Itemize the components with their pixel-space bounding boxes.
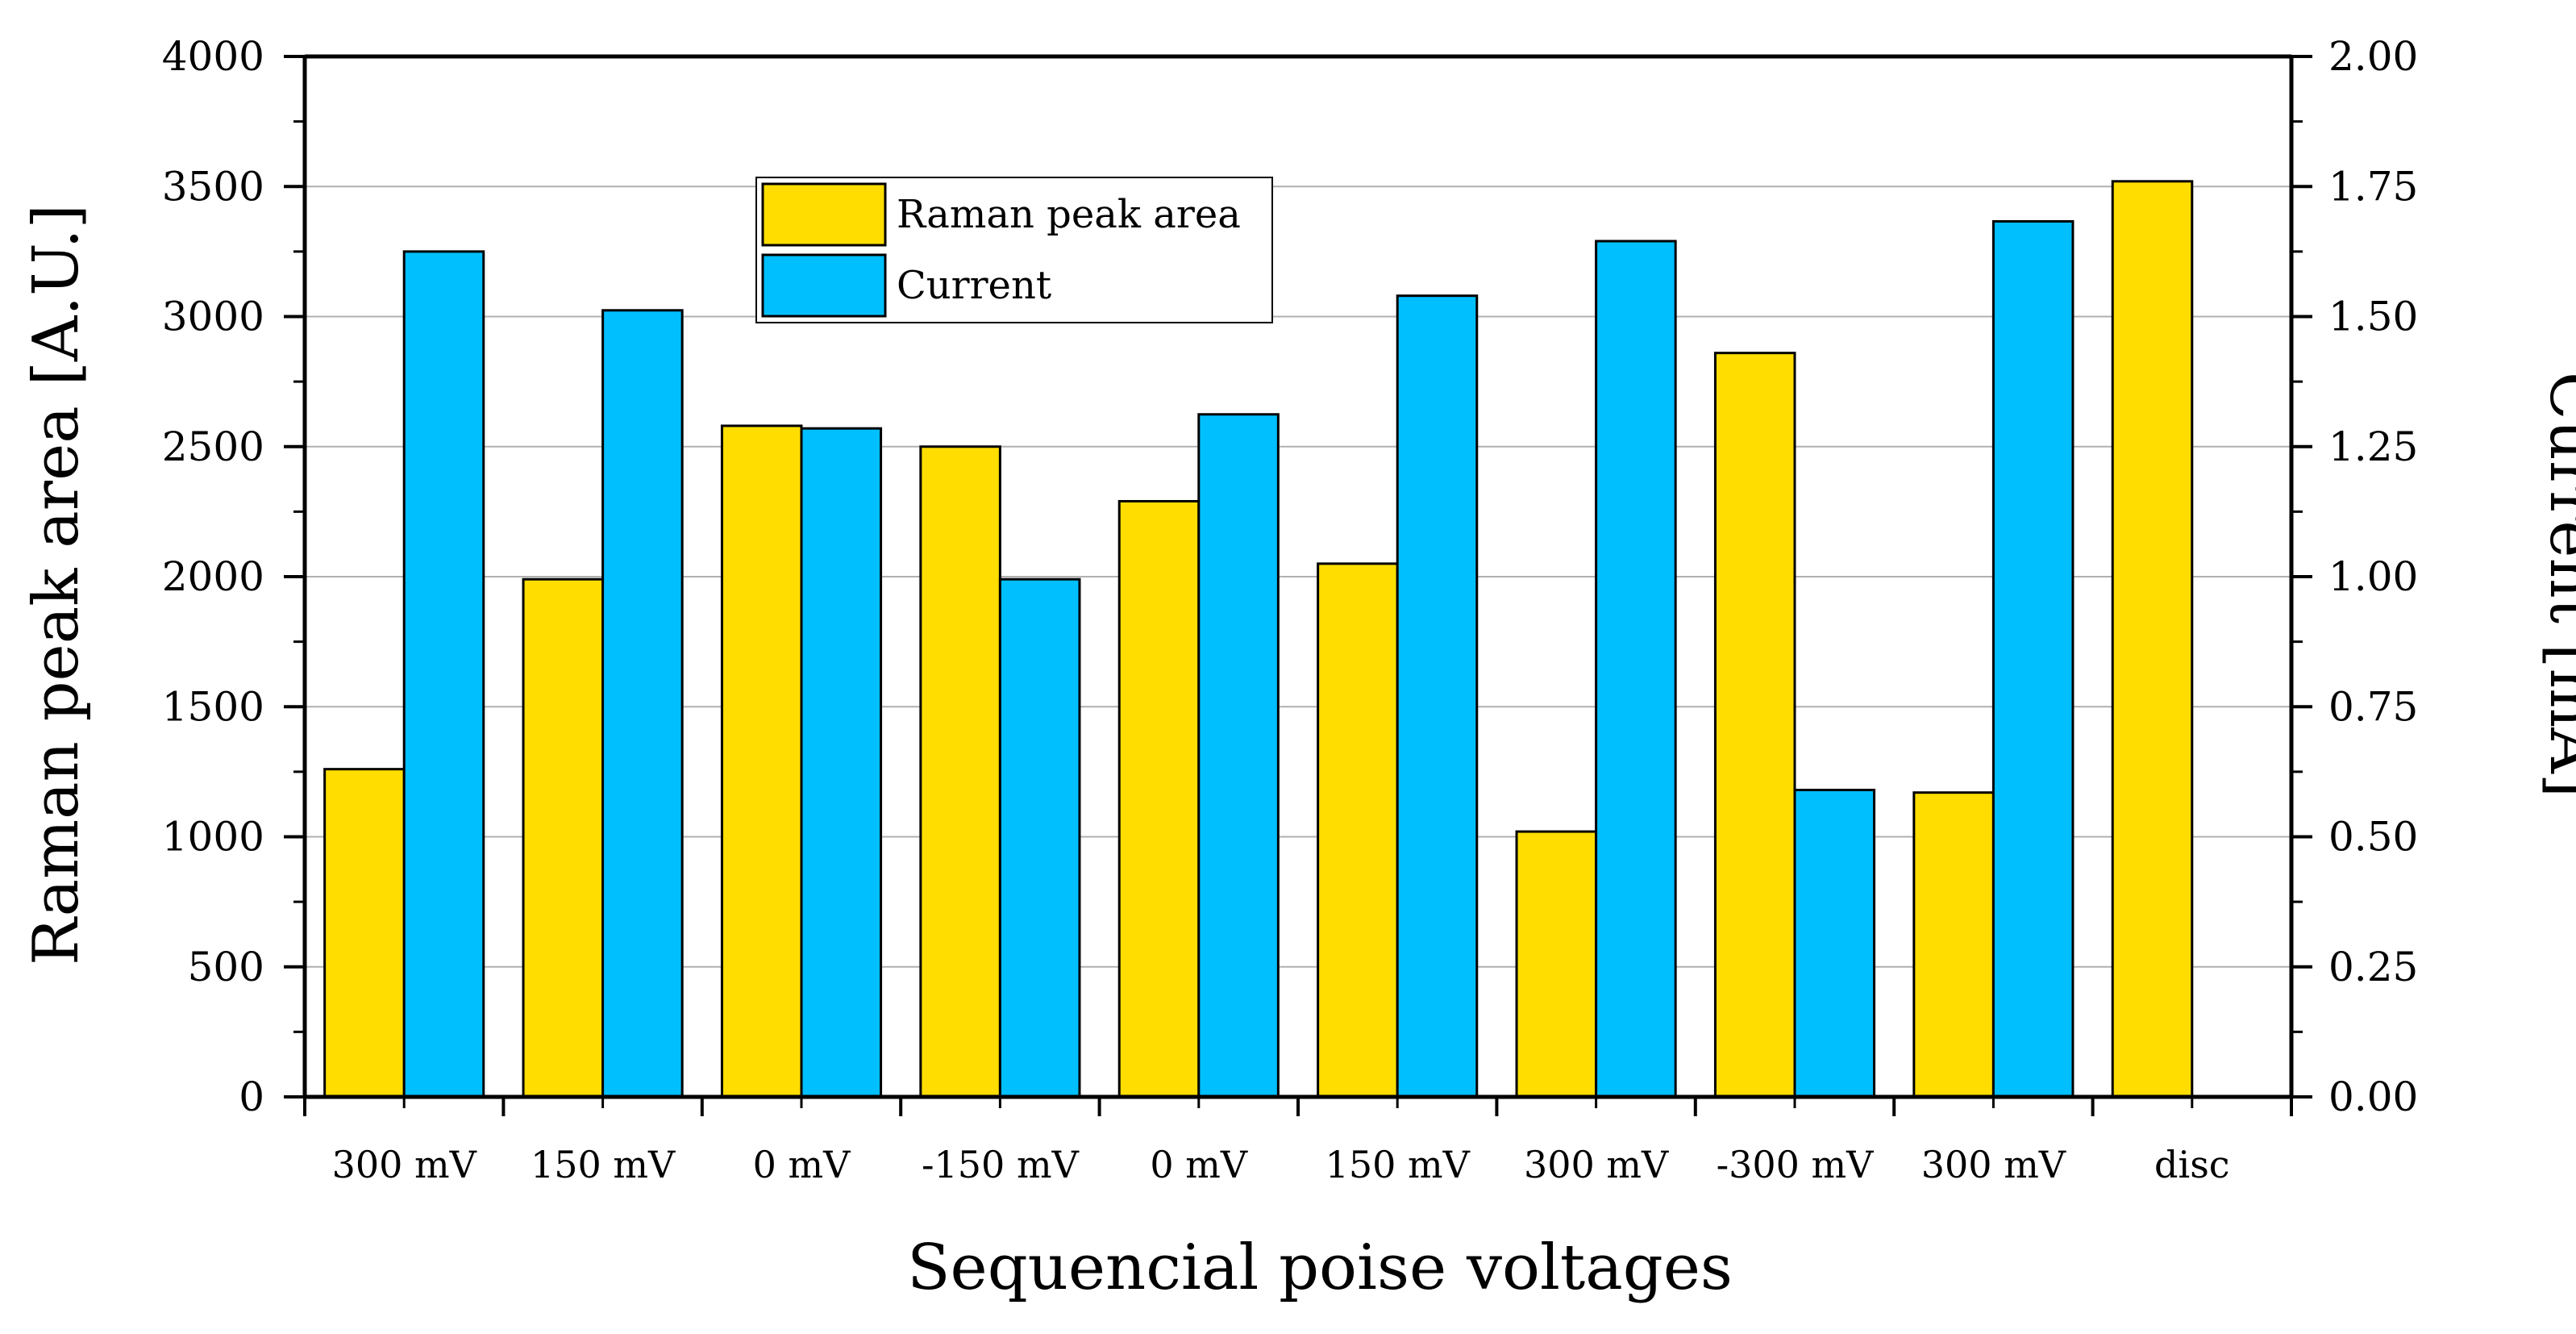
y2-tick-label: 0.00 bbox=[2328, 1073, 2418, 1120]
y2-tick-label: 0.75 bbox=[2328, 683, 2418, 730]
bar-raman bbox=[1317, 562, 1399, 1098]
y2-tick-label: 0.25 bbox=[2328, 944, 2418, 990]
x-tick-label: -150 mV bbox=[922, 1143, 1080, 1186]
y-axis-title: Raman peak area [A.U.] bbox=[20, 204, 93, 965]
x-tick-label: 150 mV bbox=[1325, 1143, 1471, 1186]
axes bbox=[284, 54, 2312, 1116]
y2-tick-label: 2.00 bbox=[2328, 33, 2418, 80]
tick-labels: 0 0.00 500 0.25 1000 0.50 1500 0.75 2000 1.00 2500… bbox=[162, 33, 2419, 1186]
legend-swatch-current bbox=[761, 253, 887, 318]
x-tick-label: 300 mV bbox=[332, 1143, 477, 1186]
bar-raman bbox=[1515, 830, 1598, 1098]
y-tick-label: 3000 bbox=[162, 294, 264, 340]
bar-current bbox=[1793, 788, 1876, 1098]
bar-current bbox=[1595, 240, 1677, 1098]
y2-tick-label: 1.75 bbox=[2328, 163, 2418, 210]
bar-current bbox=[1197, 413, 1280, 1098]
bars bbox=[323, 180, 2194, 1098]
bar-raman bbox=[1117, 499, 1201, 1098]
legend-label-raman: Raman peak area bbox=[897, 192, 1241, 237]
bar-raman bbox=[1912, 791, 1995, 1098]
bar-raman bbox=[522, 577, 605, 1098]
y-tick-label: 2000 bbox=[162, 553, 264, 600]
bar-current bbox=[998, 577, 1081, 1098]
y-tick-label: 500 bbox=[188, 944, 264, 990]
legend-label-current: Current bbox=[897, 263, 1051, 308]
bar-current bbox=[601, 309, 684, 1098]
x-tick-label: 0 mV bbox=[753, 1143, 851, 1186]
bar-raman bbox=[1713, 352, 1796, 1098]
bar-raman bbox=[2111, 180, 2194, 1098]
x-tick-label: disc bbox=[2154, 1143, 2230, 1186]
x-tick-label: 300 mV bbox=[1524, 1143, 1669, 1186]
x-tick-label: -300 mV bbox=[1717, 1143, 1875, 1186]
y-tick-label: 3500 bbox=[162, 163, 264, 210]
legend: Raman peak area Current bbox=[755, 177, 1273, 323]
bar-current bbox=[800, 427, 883, 1098]
y-tick-label: 1000 bbox=[162, 814, 264, 861]
y-tick-label: 4000 bbox=[162, 33, 264, 80]
y-tick-label: 1500 bbox=[162, 683, 264, 730]
bar-current bbox=[1396, 294, 1479, 1098]
bar-raman bbox=[919, 445, 1001, 1098]
legend-swatch-raman bbox=[761, 182, 887, 247]
y-tick-label: 2500 bbox=[162, 423, 264, 470]
bar-current bbox=[1991, 219, 2075, 1098]
x-axis-title: Sequencial poise voltages bbox=[907, 1232, 1733, 1304]
x-tick-label: 0 mV bbox=[1150, 1143, 1248, 1186]
bar-current bbox=[402, 250, 485, 1098]
bar-raman bbox=[323, 768, 406, 1098]
y2-axis-title: Current [mA] bbox=[2536, 372, 2576, 798]
y2-tick-label: 0.50 bbox=[2328, 814, 2418, 861]
x-tick-label: 300 mV bbox=[1921, 1143, 2066, 1186]
y2-tick-label: 1.00 bbox=[2328, 553, 2418, 600]
bar-raman bbox=[720, 424, 803, 1098]
y2-tick-label: 1.50 bbox=[2328, 294, 2418, 340]
x-tick-label: 150 mV bbox=[531, 1143, 676, 1186]
y-tick-label: 0 bbox=[239, 1073, 264, 1120]
y2-tick-label: 1.25 bbox=[2328, 423, 2418, 470]
